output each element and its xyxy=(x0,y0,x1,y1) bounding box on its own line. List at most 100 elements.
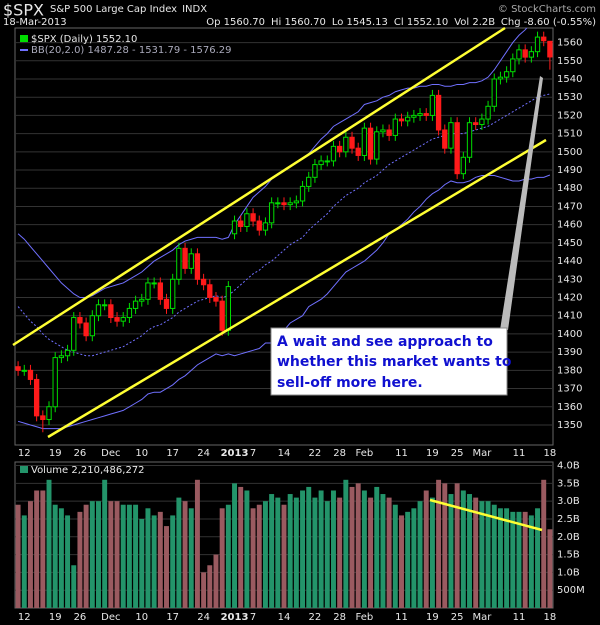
quote: Op 1560.70 Hi 1560.70 Lo 1545.13 Cl 1552.10… xyxy=(206,17,596,28)
candle-body xyxy=(157,282,163,300)
volume-bar xyxy=(337,497,343,608)
note-box xyxy=(270,327,508,396)
x-tick-label: 26 xyxy=(74,448,87,459)
candle-body xyxy=(398,118,405,122)
volume-bar xyxy=(52,504,58,608)
legend-bb: BB(20,2.0) 1487.28 - 1531.79 - 1576.29 xyxy=(31,45,232,56)
candle-body xyxy=(473,122,479,126)
candle-body xyxy=(454,122,460,175)
volume-bar xyxy=(306,486,312,608)
volume-bar xyxy=(535,508,541,608)
candle-body xyxy=(460,156,466,175)
volume-bar xyxy=(244,490,250,608)
candle-body xyxy=(466,122,473,158)
y-tick-label: 1350 xyxy=(557,420,582,431)
volume-bar xyxy=(423,490,429,608)
candle-body xyxy=(176,247,182,280)
candle-body xyxy=(52,357,58,408)
volume-bar xyxy=(497,508,503,608)
volume-bar xyxy=(504,508,510,608)
legend-price: $SPX (Daily) 1552.10 xyxy=(31,34,137,45)
candle-body xyxy=(207,284,213,299)
volume-bar xyxy=(34,490,40,608)
candle-body xyxy=(423,113,429,116)
price-frame xyxy=(14,27,554,446)
y-tick-label: 1510 xyxy=(557,129,582,140)
x-tick-label: Dec xyxy=(101,612,120,623)
x-tick-label: 11 xyxy=(513,448,526,459)
arrow xyxy=(500,76,543,330)
candle-body xyxy=(330,145,337,162)
volume-bar xyxy=(516,511,522,608)
candle-body xyxy=(528,51,535,58)
y-tick-label: 1450 xyxy=(557,238,582,249)
volume-bar xyxy=(21,515,27,608)
y-tick-label: 1.0B xyxy=(557,567,580,578)
candle-body xyxy=(188,253,194,269)
legend-swatch xyxy=(20,35,28,42)
volume-bar xyxy=(188,508,194,608)
x-tick-label: Mar xyxy=(472,448,492,459)
candle-body xyxy=(21,369,27,372)
volume-bar xyxy=(349,486,355,608)
x-tick-label: 24 xyxy=(197,612,210,623)
volume-bar xyxy=(405,511,411,608)
candle-body xyxy=(102,304,108,307)
candle-body xyxy=(33,378,40,417)
candle-body xyxy=(380,129,386,133)
volume-bar xyxy=(232,483,238,608)
y-tick-label: 1430 xyxy=(557,274,582,285)
volume-bar xyxy=(318,490,324,608)
candle-body xyxy=(225,286,232,331)
x-tick-label: Feb xyxy=(356,612,374,623)
annotations: A wait and see approach to whether this … xyxy=(12,26,547,532)
volume-plot xyxy=(15,465,553,608)
candle-body xyxy=(27,369,34,380)
x-tick-label: Dec xyxy=(101,448,120,459)
candle-body xyxy=(435,94,442,131)
candle-body xyxy=(491,78,497,107)
volume-bar xyxy=(417,501,423,608)
volume-bar xyxy=(145,508,151,608)
candle-body xyxy=(281,202,287,206)
volume-bar xyxy=(355,483,361,608)
volume-bar xyxy=(399,515,404,608)
volume-bar xyxy=(207,565,213,608)
note-line: whether this market wants to xyxy=(277,354,512,370)
candle-body xyxy=(312,164,318,178)
y-tick-label: 1440 xyxy=(557,256,582,267)
candle-body xyxy=(163,298,170,309)
volume-bar xyxy=(133,504,139,608)
candle-body xyxy=(411,114,417,118)
quote-volume: Vol 2.2B xyxy=(454,17,495,28)
y-tick-label: 1420 xyxy=(557,293,582,304)
candle-body xyxy=(268,202,275,224)
volume-bar xyxy=(65,515,71,608)
volume-trendline xyxy=(429,498,543,532)
quote-change: Chg -8.60 (-0.55%) xyxy=(501,17,596,28)
volume-bar xyxy=(491,504,497,608)
volume-bar xyxy=(83,504,89,608)
candle-body xyxy=(429,94,436,116)
y-tick-label: 1400 xyxy=(557,329,582,340)
volume-bar xyxy=(448,494,454,608)
volume-bar xyxy=(442,483,448,608)
candle-body xyxy=(151,282,157,285)
volume-bar xyxy=(324,501,330,608)
volume-bar xyxy=(164,526,169,608)
exchange: INDX xyxy=(182,4,207,15)
y-tick-label: 4.0B xyxy=(557,461,580,472)
candle-body xyxy=(89,315,95,337)
candle-body xyxy=(349,136,355,149)
y-tick-label: 2.0B xyxy=(557,532,580,543)
y-tick-label: 2.5B xyxy=(557,514,580,525)
candle-body xyxy=(293,200,300,204)
candle-body xyxy=(541,36,547,42)
candle-body xyxy=(200,278,207,286)
candle-body xyxy=(516,49,522,60)
volume-bar xyxy=(89,501,95,608)
source: © StockCharts.com xyxy=(498,4,596,15)
candle-body xyxy=(442,129,448,149)
x-tick-label: 28 xyxy=(333,448,346,459)
y-tick-label: 1560 xyxy=(557,38,582,49)
